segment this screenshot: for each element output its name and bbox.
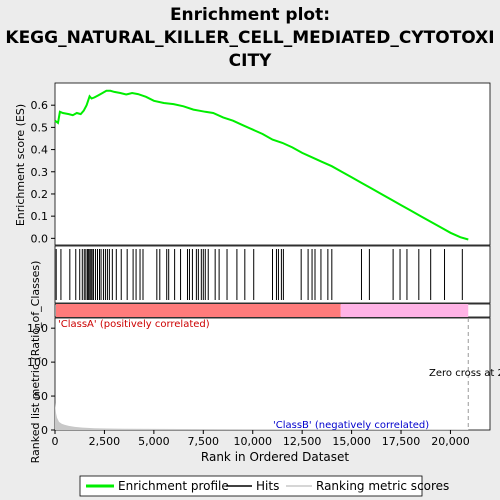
metric-y-axis-label: Ranked list metric (Ratio_of_Classes) (29, 261, 42, 464)
x-tick-label: 7,500 (188, 435, 220, 448)
es-y-tick-label: 0.5 (31, 121, 49, 134)
classA-color-bar (56, 304, 341, 317)
title-line-3: CITY (229, 51, 272, 71)
x-tick-label: 17,500 (382, 435, 421, 448)
x-tick-label: 2,500 (89, 435, 121, 448)
es-y-tick-label: 0.6 (31, 99, 49, 112)
hits-group (55, 249, 463, 300)
es-y-axis: 0.0 0.1 0.2 0.3 0.4 0.5 0.6 (31, 99, 55, 245)
x-tick-label: 5,000 (138, 435, 170, 448)
x-tick-label: 20,000 (431, 435, 470, 448)
x-axis-label: Rank in Ordered Dataset (201, 450, 349, 464)
legend-metric-label: Ranking metric scores (316, 479, 449, 493)
enrichment-profile-line (54, 89, 469, 241)
metric-y-axis: 0 50 100 150 (27, 322, 55, 437)
x-tick-label: 0 (52, 435, 59, 448)
metric-y-tick-label: 50 (34, 390, 48, 403)
metric-y-tick-label: 100 (27, 356, 48, 369)
title-line-2: KEGG_NATURAL_KILLER_CELL_MEDIATED_CYTOTO… (5, 28, 494, 48)
legend-enrichment-label: Enrichment profile (118, 479, 229, 493)
metric-y-tick-label: 0 (41, 424, 48, 437)
title-line-1: Enrichment plot: (170, 5, 330, 25)
classB-color-bar (340, 304, 469, 317)
zero-cross-label: Zero cross at 2 (429, 368, 500, 379)
x-tick-label: 12,500 (283, 435, 322, 448)
es-y-tick-label: 0.1 (31, 210, 49, 223)
x-tick-label: 15,000 (332, 435, 371, 448)
es-y-tick-label: 0.2 (31, 188, 49, 201)
classA-label: 'ClassA' (positively correlated) (58, 319, 210, 330)
metric-panel (54, 317, 491, 431)
legend-hits-label: Hits (256, 479, 279, 493)
es-y-tick-label: 0.3 (31, 166, 49, 179)
es-y-tick-label: 0.4 (31, 144, 49, 157)
es-panel (54, 82, 491, 246)
es-y-axis-label: Enrichment score (ES) (14, 104, 27, 226)
es-y-tick-label: 0.0 (31, 232, 49, 245)
classB-label: 'ClassB' (negatively correlated) (273, 420, 429, 431)
x-axis: 0 2,500 5,000 7,500 10,000 12,500 15,000 17,500… (52, 430, 470, 448)
x-tick-label: 10,000 (233, 435, 272, 448)
metric-y-tick-label: 150 (27, 322, 48, 335)
